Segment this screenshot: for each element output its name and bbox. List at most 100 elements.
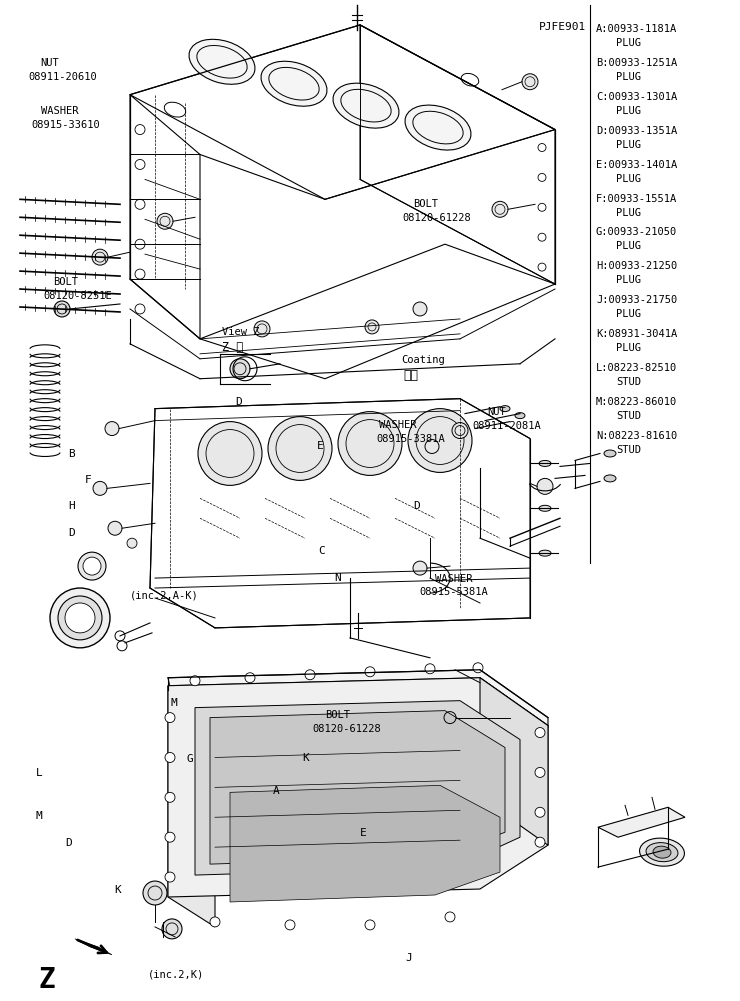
Circle shape — [535, 768, 545, 778]
Circle shape — [162, 919, 182, 939]
Text: PLUG: PLUG — [616, 275, 641, 285]
Text: D: D — [413, 500, 420, 511]
Text: 08915-33610: 08915-33610 — [31, 120, 100, 130]
Text: G: G — [186, 754, 193, 764]
Text: PLUG: PLUG — [616, 140, 641, 150]
Circle shape — [165, 753, 175, 763]
Text: M:08223-86010: M:08223-86010 — [596, 397, 677, 407]
Polygon shape — [168, 678, 548, 897]
Text: PLUG: PLUG — [616, 343, 641, 353]
Circle shape — [58, 596, 102, 640]
Ellipse shape — [646, 843, 678, 862]
Circle shape — [92, 249, 108, 265]
Circle shape — [535, 807, 545, 817]
Text: C: C — [318, 546, 325, 556]
Text: PJFE901: PJFE901 — [539, 22, 586, 32]
Text: J:00933-21750: J:00933-21750 — [596, 295, 677, 305]
Circle shape — [190, 676, 200, 686]
Text: E: E — [317, 441, 323, 451]
Ellipse shape — [500, 405, 510, 411]
Text: NUT: NUT — [487, 407, 505, 417]
Polygon shape — [195, 701, 520, 875]
Text: PLUG: PLUG — [616, 207, 641, 217]
Circle shape — [452, 422, 468, 438]
Circle shape — [365, 320, 379, 334]
Text: 08915-5381A: 08915-5381A — [420, 587, 488, 597]
Circle shape — [535, 728, 545, 738]
Text: PLUG: PLUG — [616, 72, 641, 82]
Text: D: D — [68, 528, 75, 538]
Ellipse shape — [539, 460, 551, 466]
Text: Coating: Coating — [401, 355, 445, 365]
Text: BOLT: BOLT — [53, 277, 78, 287]
Text: H:00933-21250: H:00933-21250 — [596, 261, 677, 271]
Text: 08915-3381A: 08915-3381A — [376, 434, 445, 444]
Ellipse shape — [405, 105, 471, 150]
Circle shape — [338, 411, 402, 475]
Text: NUT: NUT — [41, 58, 59, 68]
Ellipse shape — [604, 474, 616, 481]
Text: J: J — [406, 953, 412, 963]
Circle shape — [365, 920, 375, 930]
Text: L:08223-82510: L:08223-82510 — [596, 363, 677, 373]
Circle shape — [165, 793, 175, 803]
Text: N:08223-81610: N:08223-81610 — [596, 431, 677, 441]
Ellipse shape — [639, 838, 684, 866]
Text: M: M — [170, 699, 177, 709]
Polygon shape — [480, 678, 548, 845]
Text: 08120-8251E: 08120-8251E — [43, 291, 112, 301]
Text: B: B — [68, 449, 75, 458]
Circle shape — [408, 408, 472, 472]
Text: (inc.2,K): (inc.2,K) — [148, 970, 204, 980]
Circle shape — [50, 588, 110, 648]
Text: BOLT: BOLT — [326, 711, 351, 721]
Text: D:00933-1351A: D:00933-1351A — [596, 126, 677, 136]
Text: WASHER: WASHER — [379, 420, 417, 430]
Text: F: F — [85, 474, 92, 484]
Circle shape — [425, 439, 439, 453]
Text: BOLT: BOLT — [413, 198, 438, 208]
Text: Z 視: Z 視 — [222, 341, 243, 354]
Circle shape — [157, 213, 173, 229]
Circle shape — [445, 912, 455, 922]
Circle shape — [425, 664, 435, 674]
Circle shape — [165, 872, 175, 882]
Text: WASHER: WASHER — [435, 574, 473, 584]
Polygon shape — [75, 939, 112, 955]
Ellipse shape — [604, 450, 616, 457]
Circle shape — [78, 553, 106, 580]
Ellipse shape — [515, 412, 525, 418]
Polygon shape — [168, 686, 215, 927]
Text: D: D — [65, 838, 72, 848]
Circle shape — [305, 670, 315, 680]
Circle shape — [165, 832, 175, 842]
Ellipse shape — [189, 39, 255, 84]
Circle shape — [127, 539, 137, 549]
Circle shape — [210, 917, 220, 927]
Text: N: N — [334, 573, 341, 583]
Text: PLUG: PLUG — [616, 38, 641, 48]
Text: B:00933-1251A: B:00933-1251A — [596, 58, 677, 68]
Text: STUD: STUD — [616, 377, 641, 387]
Circle shape — [93, 481, 107, 495]
Circle shape — [254, 321, 270, 337]
Polygon shape — [598, 807, 685, 837]
Text: PLUG: PLUG — [616, 241, 641, 251]
Text: A:00933-1181A: A:00933-1181A — [596, 24, 677, 34]
Text: WASHER: WASHER — [41, 106, 78, 116]
Circle shape — [473, 663, 483, 673]
Circle shape — [165, 713, 175, 723]
Polygon shape — [230, 786, 500, 902]
Text: K:08931-3041A: K:08931-3041A — [596, 329, 677, 339]
Text: STUD: STUD — [616, 444, 641, 454]
Circle shape — [537, 478, 553, 494]
Circle shape — [198, 421, 262, 485]
Text: F:00933-1551A: F:00933-1551A — [596, 193, 677, 203]
Text: STUD: STUD — [616, 411, 641, 421]
Text: 08120-61228: 08120-61228 — [312, 725, 381, 735]
Text: 08911-2081A: 08911-2081A — [472, 421, 541, 431]
Text: PLUG: PLUG — [616, 309, 641, 319]
Circle shape — [285, 920, 295, 930]
Circle shape — [535, 837, 545, 847]
Circle shape — [54, 301, 70, 317]
